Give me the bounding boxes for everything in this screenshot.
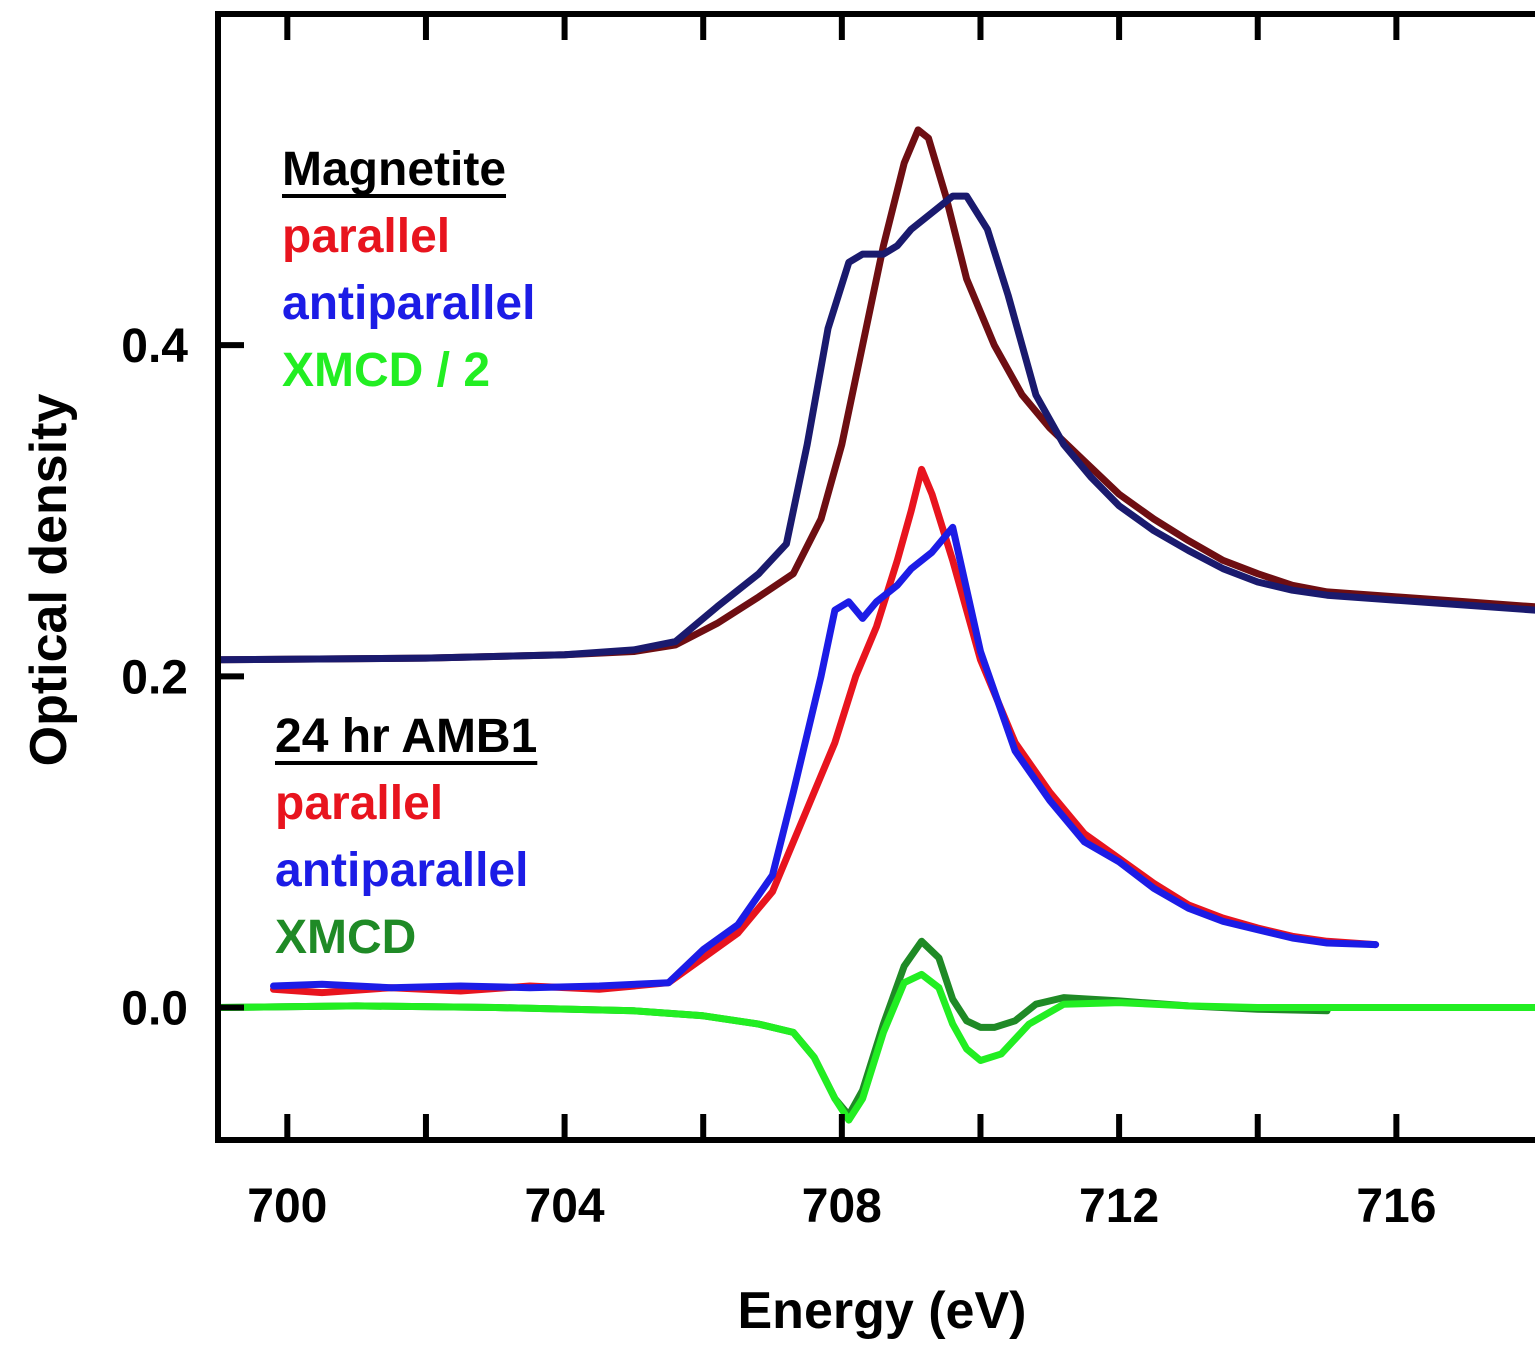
top-mask <box>0 0 1535 11</box>
x-tick-label: 704 <box>525 1180 605 1233</box>
x-tick-label: 700 <box>247 1180 327 1233</box>
legend-group-title: 24 hr AMB1 <box>275 710 537 763</box>
series-line-magnetite-antiparallel <box>214 192 1535 664</box>
series-line-24-hr-amb1-antiparallel <box>270 523 1380 992</box>
plot-border <box>215 11 1535 1143</box>
axis-ticks: 700 704 708 712 716 0.0 0.2 0.4 <box>121 14 1436 1233</box>
x-axis-title: Energy (eV) <box>738 1282 1027 1340</box>
legend-entry: XMCD / 2 <box>282 344 490 397</box>
left-mask <box>0 0 215 1346</box>
legend-entry: XMCD <box>275 911 416 964</box>
y-tick-label: 0.0 <box>121 983 188 1036</box>
x-tick-label: 716 <box>1356 1180 1436 1233</box>
x-tick-label: 708 <box>802 1180 882 1233</box>
series-line-magnetite-xmcd-2 <box>214 970 1535 1124</box>
legend-group: Magnetite parallel antiparallel XMCD / 2 <box>282 143 535 397</box>
series-line-magnetite-parallel <box>214 126 1535 664</box>
series-lines <box>214 126 1535 1124</box>
legend: Magnetite parallel antiparallel XMCD / 2 24 … <box>275 143 538 964</box>
legend-entry: parallel <box>282 210 450 263</box>
bottom-mask <box>0 1144 1535 1346</box>
x-tick-label: 712 <box>1079 1180 1159 1233</box>
legend-entry: parallel <box>275 777 443 830</box>
y-tick-label: 0.2 <box>121 651 188 704</box>
legend-group-title: Magnetite <box>282 143 506 196</box>
legend-entry: antiparallel <box>275 844 528 897</box>
legend-entry: antiparallel <box>282 277 535 330</box>
legend-group: 24 hr AMB1 parallel antiparallel XMCD <box>275 710 538 964</box>
y-axis-title: Optical density <box>20 394 78 767</box>
y-tick-label: 0.4 <box>121 320 188 373</box>
